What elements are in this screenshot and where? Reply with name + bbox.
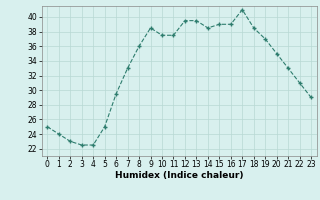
- X-axis label: Humidex (Indice chaleur): Humidex (Indice chaleur): [115, 171, 244, 180]
